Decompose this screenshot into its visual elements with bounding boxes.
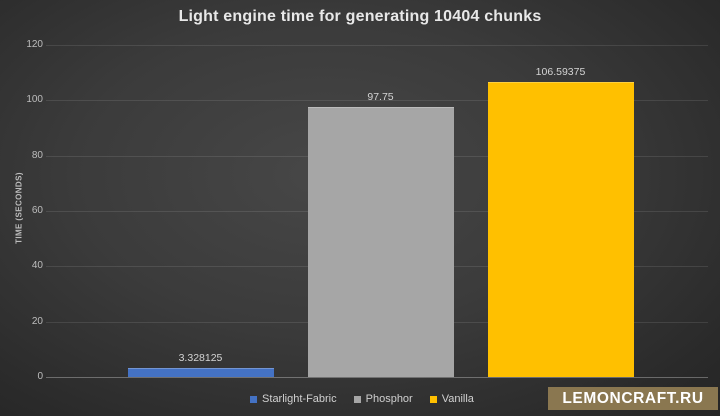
bar-vanilla bbox=[487, 82, 634, 377]
gridline-100 bbox=[46, 100, 708, 102]
y-tick-label-100: 100 bbox=[26, 94, 43, 106]
bar-starlight-fabric bbox=[127, 367, 274, 377]
legend-label: Starlight-Fabric bbox=[262, 393, 337, 405]
y-tick-label-80: 80 bbox=[31, 149, 43, 161]
y-tick-label-40: 40 bbox=[31, 260, 43, 272]
legend-swatch-icon bbox=[353, 395, 361, 403]
y-tick-label-0: 0 bbox=[37, 371, 43, 382]
y-tick-label-120: 120 bbox=[26, 39, 43, 50]
bar-value-label-vanilla: 106.59375 bbox=[535, 66, 586, 79]
legend-item-starlight-fabric: Starlight-Fabric bbox=[250, 393, 337, 405]
legend-label: Phosphor bbox=[365, 393, 413, 405]
legend-swatch-icon bbox=[429, 395, 437, 403]
watermark-badge: LEMONCRAFT.RU bbox=[548, 387, 718, 410]
bar-value-label-starlight-fabric: 3.328125 bbox=[178, 351, 223, 364]
bar-value-label-phosphor: 97.75 bbox=[367, 90, 394, 103]
y-tick-label-60: 60 bbox=[31, 205, 43, 216]
chart-title: Light engine time for generating 10404 c… bbox=[178, 8, 542, 25]
legend: Starlight-Fabric Phosphor Vanilla bbox=[0, 391, 720, 407]
gridline-120 bbox=[46, 45, 708, 46]
legend-item-vanilla: Vanilla bbox=[429, 393, 474, 405]
y-tick-label-20: 20 bbox=[31, 315, 43, 327]
legend-label: Vanilla bbox=[441, 393, 474, 405]
bar-phosphor bbox=[307, 106, 454, 377]
legend-item-phosphor: Phosphor bbox=[353, 393, 413, 405]
x-axis-line bbox=[46, 377, 708, 378]
legend-swatch-icon bbox=[250, 395, 258, 403]
